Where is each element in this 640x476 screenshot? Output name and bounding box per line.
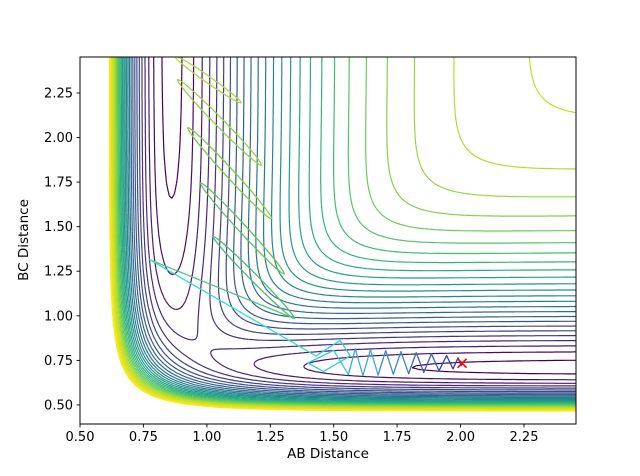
contour-line [130, 57, 576, 397]
tick-labels: 0.50 0.75 1.00 1.25 1.50 1.75 2.00 2.25 0.50 0.75… [44, 87, 538, 446]
optimizer-step-ellipse [187, 126, 273, 220]
optimization-path-segment [438, 354, 464, 372]
y-axis-label: BC Distance [16, 199, 32, 281]
ticks [76, 92, 525, 428]
optimization-path-segment [347, 348, 379, 377]
contour-line [118, 57, 576, 405]
y-tick-label: 1.00 [44, 309, 73, 324]
x-tick-label: 2.00 [446, 430, 475, 445]
contour-line [111, 57, 576, 410]
x-tick-label: 1.25 [256, 430, 285, 445]
contour-line [108, 57, 576, 412]
y-tick-label: 2.00 [44, 131, 73, 146]
contour-line [116, 57, 576, 407]
contour-line [127, 57, 576, 399]
contour-line [123, 57, 576, 402]
optimization-path-segment [307, 339, 351, 376]
y-tick-label: 1.25 [44, 265, 73, 280]
minimum-marker [457, 358, 468, 369]
x-tick-label: 0.75 [129, 430, 158, 445]
y-tick-label: 1.75 [44, 176, 73, 191]
contour-line [117, 57, 576, 406]
x-tick-label: 0.50 [66, 430, 95, 445]
optimization-path-segment [149, 259, 317, 357]
contour-lines [108, 57, 576, 412]
contour-line [120, 57, 576, 404]
x-tick-label: 1.75 [383, 430, 412, 445]
contour-line [115, 57, 576, 407]
contour-line [132, 57, 576, 396]
contour-line [134, 57, 576, 394]
contour-line [124, 57, 576, 401]
optimization-path-segment [407, 352, 440, 375]
contour-line [125, 57, 576, 400]
x-tick-label: 1.50 [319, 430, 348, 445]
contour-line [148, 57, 576, 384]
optimization-path [149, 259, 464, 377]
y-tick-label: 1.50 [44, 220, 73, 235]
x-tick-label: 2.25 [510, 430, 539, 445]
optimizer-step-ellipse [174, 57, 242, 104]
y-tick-label: 0.75 [44, 354, 73, 369]
y-tick-label: 2.25 [44, 87, 73, 102]
optimizer-step-ellipse [199, 182, 285, 275]
y-tick-label: 0.50 [44, 398, 73, 413]
minimum-marker-stroke [457, 358, 468, 369]
optimization-path-segment [149, 259, 296, 320]
contour-line [113, 57, 576, 409]
x-tick-label: 1.00 [192, 430, 221, 445]
optimization-path-segment [377, 349, 410, 376]
contour-line [141, 57, 576, 389]
axes-spines [79, 56, 577, 425]
contour-line [121, 57, 576, 403]
contour-line [119, 57, 576, 404]
optimizer-step-ellipse [176, 78, 263, 166]
contour-line [138, 57, 576, 391]
optimizer-ellipses [174, 57, 296, 320]
x-axis-label: AB Distance [287, 446, 369, 462]
